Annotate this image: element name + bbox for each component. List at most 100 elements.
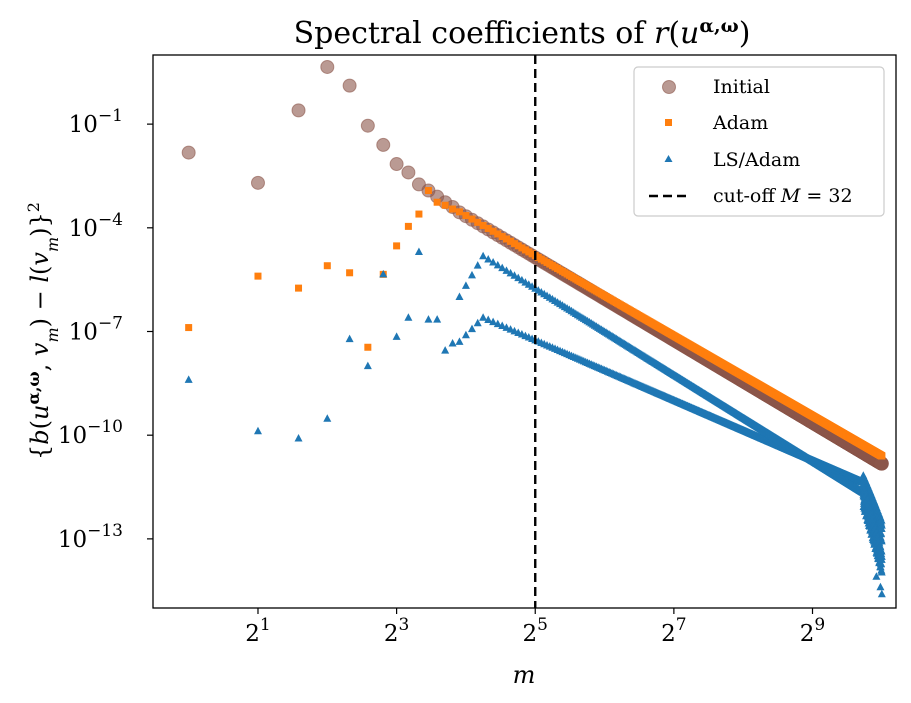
point-initial (360, 118, 375, 133)
legend-marker-initial (662, 80, 676, 94)
point-ls-adam (484, 315, 493, 323)
point-adam (404, 222, 412, 230)
series-ls-adam (184, 247, 886, 598)
legend-label-adam: Adam (712, 112, 768, 134)
point-ls-adam (414, 247, 423, 255)
chart-title: Spectral coefficients of r(uα,ω) (294, 15, 751, 51)
point-ls-adam (872, 572, 881, 580)
y-tick-label: 10−1 (69, 106, 123, 138)
point-ls-adam (253, 426, 262, 435)
point-ls-adam (467, 270, 476, 279)
x-axis: 21 23 25 27 29 (245, 608, 825, 647)
x-tick-label: 29 (800, 615, 825, 647)
point-initial (401, 165, 416, 180)
point-adam (254, 272, 262, 280)
x-tick-label: 27 (661, 615, 686, 647)
legend-box (633, 66, 885, 217)
legend-label-ls-adam: LS/Adam (713, 149, 800, 171)
point-initial (320, 59, 335, 74)
point-ls-adam (877, 567, 886, 576)
legend: Initial Adam LS/Adam cut-off M = 32 (633, 66, 885, 217)
point-ls-adam (461, 330, 470, 339)
point-ls-adam (498, 321, 507, 330)
point-ls-adam (448, 338, 457, 347)
point-adam (462, 212, 470, 220)
y-tick-label: 10−13 (58, 521, 123, 553)
point-ls-adam (433, 315, 442, 323)
point-ls-adam (877, 589, 886, 598)
point-ls-adam (479, 251, 488, 260)
point-ls-adam (877, 516, 886, 524)
point-adam (878, 452, 886, 460)
point-ls-adam (345, 334, 354, 343)
point-adam (393, 242, 401, 250)
point-ls-adam (493, 260, 502, 269)
x-axis-label: m (513, 661, 536, 689)
point-ls-adam (489, 317, 498, 326)
point-adam (424, 187, 432, 195)
point-ls-adam (877, 559, 886, 567)
y-axis-label: {b(uα,ω, vm) − l(vm)}2 (24, 202, 62, 460)
point-ls-adam (473, 318, 482, 327)
point-adam (514, 242, 522, 250)
point-adam (484, 224, 492, 232)
point-initial (181, 145, 196, 160)
point-adam (449, 205, 457, 213)
point-adam (494, 230, 502, 238)
point-adam (323, 262, 331, 270)
point-initial (376, 137, 391, 152)
point-ls-adam (484, 254, 493, 263)
point-ls-adam (479, 313, 488, 321)
point-adam (498, 233, 506, 241)
y-tick-label: 10−10 (58, 417, 123, 449)
legend-marker-adam (665, 119, 672, 126)
point-adam (489, 227, 497, 235)
y-tick-label: 10−4 (69, 210, 123, 242)
legend-label-cutoff: cut-off M = 32 (713, 185, 853, 207)
point-adam (415, 210, 423, 218)
series-adam (185, 187, 886, 460)
y-tick-label: 10−7 (69, 314, 123, 346)
point-ls-adam (493, 319, 502, 328)
point-initial (389, 157, 404, 172)
point-ls-adam (502, 266, 511, 274)
point-ls-adam (502, 323, 511, 331)
point-adam (502, 235, 510, 243)
point-ls-adam (363, 361, 372, 370)
point-ls-adam (455, 292, 464, 300)
legend-label-initial: Initial (713, 76, 770, 98)
point-ls-adam (404, 313, 413, 321)
point-ls-adam (498, 263, 507, 272)
point-adam (479, 221, 487, 229)
point-adam (441, 201, 449, 209)
point-ls-adam (294, 434, 303, 442)
point-ls-adam (877, 546, 886, 555)
data-layer (181, 59, 889, 598)
point-ls-adam (379, 269, 388, 278)
point-adam (364, 343, 372, 351)
point-ls-adam (424, 315, 433, 323)
point-adam (455, 208, 463, 216)
point-ls-adam (461, 281, 470, 289)
point-ls-adam (510, 271, 519, 279)
point-adam (507, 237, 515, 245)
point-adam (510, 240, 518, 248)
point-initial (291, 103, 306, 118)
point-adam (433, 198, 441, 206)
point-ls-adam (392, 332, 401, 340)
y-axis: 10−13 10−10 10−7 10−4 10−1 (58, 106, 153, 553)
point-adam (185, 324, 193, 332)
x-tick-label: 25 (523, 615, 548, 647)
point-adam (295, 284, 303, 292)
point-ls-adam (184, 375, 193, 383)
point-ls-adam (506, 268, 515, 277)
point-adam (468, 215, 476, 223)
point-ls-adam (473, 261, 482, 269)
point-adam (474, 218, 482, 226)
point-ls-adam (489, 258, 498, 266)
point-ls-adam (441, 346, 450, 354)
legend-marker-ls-adam (664, 155, 673, 162)
point-ls-adam (455, 337, 464, 345)
point-adam (346, 269, 354, 277)
